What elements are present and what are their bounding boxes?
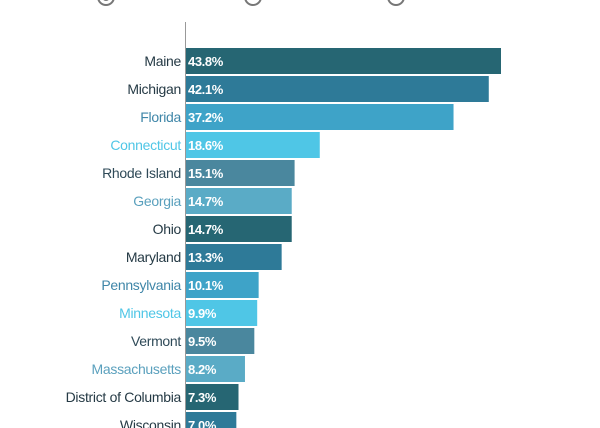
category-label: Massachusetts bbox=[92, 361, 182, 377]
value-label: 7.3% bbox=[188, 390, 217, 405]
value-label: 43.8% bbox=[188, 54, 224, 69]
category-label: Pennsylvania bbox=[101, 277, 181, 293]
value-label: 14.7% bbox=[188, 222, 224, 237]
bar-connecticut bbox=[186, 132, 320, 158]
bar-massachusetts bbox=[186, 356, 245, 382]
bar-rhode-island bbox=[186, 160, 295, 186]
category-label: Rhode Island bbox=[102, 165, 181, 181]
bar-maine bbox=[186, 48, 501, 74]
category-label: Wisconsin bbox=[120, 417, 181, 428]
value-label: 9.5% bbox=[188, 334, 217, 349]
value-label: 42.1% bbox=[188, 82, 224, 97]
value-label: 15.1% bbox=[188, 166, 224, 181]
category-label: Vermont bbox=[131, 333, 181, 349]
bar-minnesota bbox=[186, 300, 258, 326]
bar-pennsylvania bbox=[186, 272, 259, 298]
value-label: 7.0% bbox=[188, 418, 217, 428]
category-label: Minnesota bbox=[119, 305, 181, 321]
category-label: Maine bbox=[144, 53, 181, 69]
bar-georgia bbox=[186, 188, 292, 214]
category-label: Michigan bbox=[127, 81, 181, 97]
bar-district-of-columbia bbox=[186, 384, 239, 410]
category-label: Connecticut bbox=[110, 137, 181, 153]
bar-florida bbox=[186, 104, 454, 130]
category-label: Georgia bbox=[133, 193, 181, 209]
bar-michigan bbox=[186, 76, 489, 102]
value-label: 10.1% bbox=[188, 278, 224, 293]
value-label: 13.3% bbox=[188, 250, 224, 265]
value-label: 9.9% bbox=[188, 306, 217, 321]
bar-ohio bbox=[186, 216, 292, 242]
value-label: 14.7% bbox=[188, 194, 224, 209]
value-label: 8.2% bbox=[188, 362, 217, 377]
category-label: Ohio bbox=[153, 221, 182, 237]
category-label: Maryland bbox=[126, 249, 181, 265]
value-label: 18.6% bbox=[188, 138, 224, 153]
category-label: District of Columbia bbox=[66, 389, 182, 405]
value-label: 37.2% bbox=[188, 110, 224, 125]
bar-maryland bbox=[186, 244, 282, 270]
category-label: Florida bbox=[140, 109, 181, 125]
bar-wisconsin bbox=[186, 412, 237, 428]
bar-vermont bbox=[186, 328, 255, 354]
